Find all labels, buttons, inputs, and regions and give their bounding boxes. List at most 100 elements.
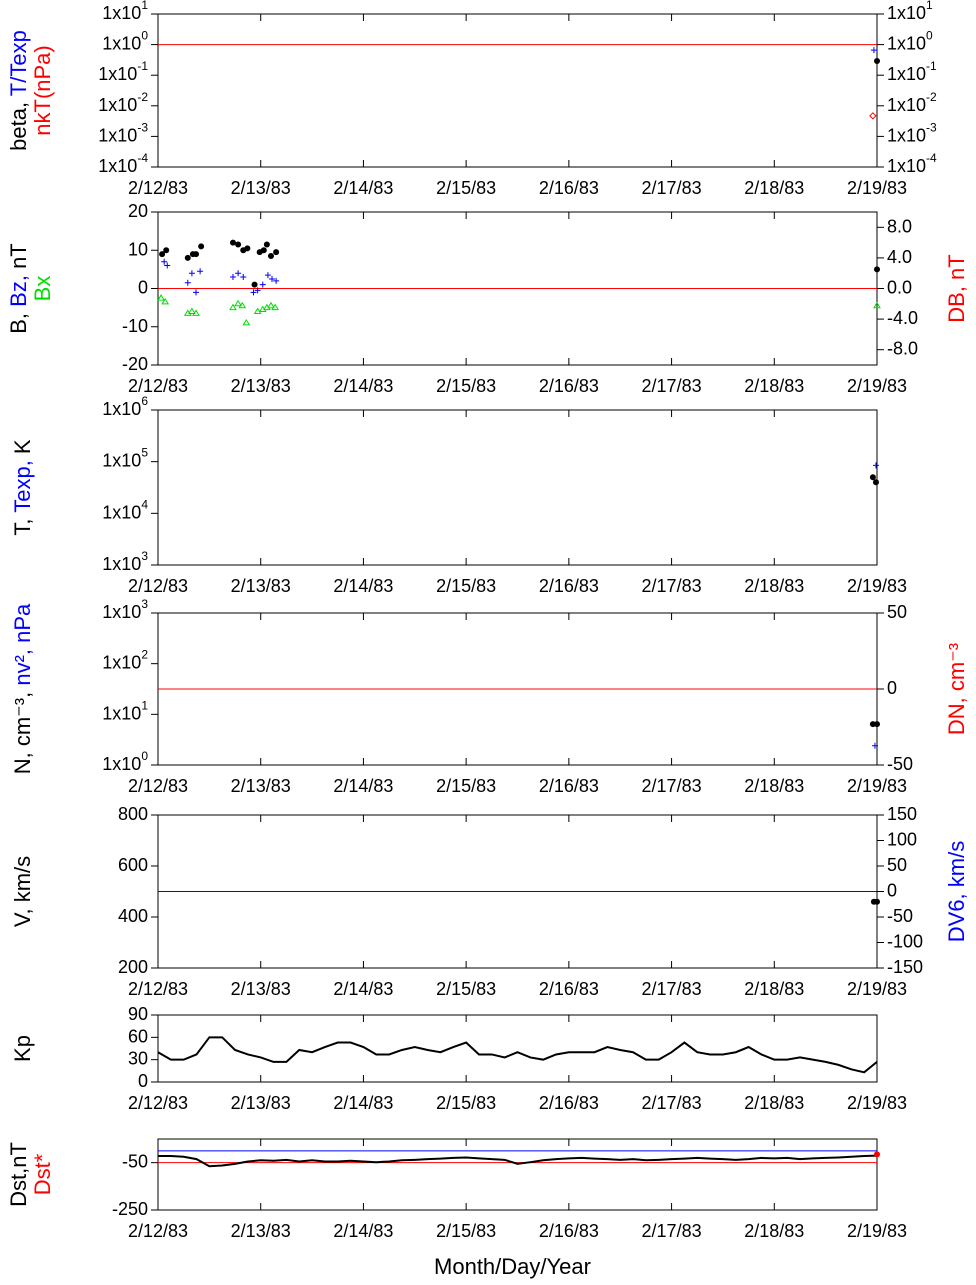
x-tick-label: 2/19/83	[847, 1093, 907, 1113]
axis-title-part: B,	[6, 307, 31, 334]
axis-title-part: K	[10, 439, 35, 460]
tick-label-base: 1x10	[98, 95, 137, 115]
tick-label-base: 800	[118, 804, 148, 824]
x-tick-label: 2/15/83	[436, 576, 496, 596]
point	[259, 281, 266, 288]
tick-label-base: 0	[887, 678, 897, 698]
y-tick-label: 1x10-4	[887, 151, 937, 176]
point	[267, 252, 274, 259]
axis-title-part: DB, nT	[944, 254, 969, 322]
y-tick-label: -100	[887, 931, 923, 951]
tick-label-base: 1x10	[102, 652, 141, 672]
x-tick-label: 2/17/83	[642, 776, 702, 796]
point	[184, 279, 191, 286]
y-tick-label: 800	[118, 804, 148, 824]
y-tick-label: 1x10-4	[98, 151, 148, 176]
point	[269, 275, 276, 282]
tick-label-power: 5	[141, 446, 148, 460]
x-tick-label: 2/16/83	[539, 979, 599, 999]
x-axis-title: Month/Day/Year	[434, 1254, 591, 1279]
y-tick-label: -4.0	[887, 308, 918, 328]
y-tick-label: 1x101	[102, 699, 148, 724]
tick-label-base: -150	[887, 957, 923, 977]
y-tick-label: 60	[128, 1026, 148, 1046]
point	[869, 112, 877, 120]
point	[264, 272, 271, 279]
tick-label-base: 1x10	[887, 125, 926, 145]
tick-label-power: 3	[141, 549, 148, 563]
x-tick-label: 2/18/83	[744, 979, 804, 999]
y-tick-label: 1x10-1	[887, 59, 937, 84]
tick-label-base: 30	[128, 1048, 148, 1068]
axis-title: Dst,nT	[6, 1142, 31, 1207]
y-tick-label: 0	[887, 880, 897, 900]
axis-title-part: nkT(nPa)	[30, 45, 55, 135]
y-tick-label: -150	[887, 957, 923, 977]
tick-label-base: 1x10	[102, 554, 141, 574]
x-tick-label: 2/14/83	[333, 776, 393, 796]
x-tick-label: 2/14/83	[333, 1093, 393, 1113]
point	[871, 742, 878, 749]
point	[874, 721, 880, 728]
point	[229, 303, 237, 311]
x-tick-label: 2/14/83	[333, 979, 393, 999]
point	[197, 268, 204, 275]
x-tick-label: 2/19/83	[847, 376, 907, 396]
y-tick-label: 1x10-3	[887, 121, 937, 146]
point	[193, 289, 200, 296]
tick-label-base: -20	[122, 354, 148, 374]
x-tick-label: 2/17/83	[642, 576, 702, 596]
y-tick-label: 1x100	[887, 29, 933, 54]
axis-title: N, cm⁻³, nv², nPa	[10, 603, 35, 774]
tick-label-base: 150	[887, 804, 917, 824]
x-tick-label: 2/16/83	[539, 376, 599, 396]
tick-label-base: -50	[887, 906, 913, 926]
axis-title: Bx	[30, 276, 55, 302]
y-tick-label: 1x102	[102, 648, 148, 673]
tick-label-power: -2	[137, 90, 148, 104]
y-tick-label: 400	[118, 906, 148, 926]
x-tick-label: 2/12/83	[128, 576, 188, 596]
y-tick-label: 1x10-1	[98, 59, 148, 84]
tick-label-base: 1x10	[102, 3, 141, 23]
x-tick-label: 2/14/83	[333, 376, 393, 396]
x-tick-label: 2/15/83	[436, 979, 496, 999]
tick-label-base: -50	[887, 754, 913, 774]
y-tick-label: 0	[887, 678, 897, 698]
y-tick-label: 50	[887, 855, 907, 875]
point	[253, 307, 262, 314]
tick-label-base: 1x10	[887, 33, 926, 53]
axis-title-part: Bx	[30, 276, 55, 302]
y-tick-label: 1x10-2	[98, 90, 148, 115]
tick-label-base: 90	[128, 1004, 148, 1024]
y-tick-label: 600	[118, 855, 148, 875]
y-tick-label: 1x10-2	[887, 90, 937, 115]
point	[163, 247, 170, 254]
axis-title-part: nT	[6, 243, 31, 275]
y-tick-label: -250	[112, 1199, 148, 1219]
tick-label-base: 8.0	[887, 216, 912, 236]
y-tick-label: 8.0	[887, 216, 912, 236]
x-tick-label: 2/17/83	[642, 178, 702, 198]
point	[260, 247, 267, 254]
x-tick-label: 2/17/83	[642, 1093, 702, 1113]
tick-label-base: 1x10	[102, 502, 141, 522]
tick-label-base: -10	[122, 316, 148, 336]
tick-label-power: -3	[926, 121, 937, 135]
tick-label-base: 1x10	[887, 156, 926, 176]
tick-label-power: 1	[926, 0, 933, 12]
point	[869, 474, 876, 481]
point	[238, 301, 247, 309]
x-tick-label: 2/19/83	[847, 776, 907, 796]
x-tick-label: 2/12/83	[128, 979, 188, 999]
axis-title-part: V, km/s	[10, 856, 35, 927]
axis-title: DB, nT	[944, 254, 969, 322]
axis-title-part: Dst,nT	[6, 1142, 31, 1207]
y-tick-label: 50	[887, 602, 907, 622]
point	[273, 249, 280, 256]
tick-label-base: 60	[128, 1026, 148, 1046]
point	[234, 299, 243, 307]
x-tick-label: 2/18/83	[744, 1221, 804, 1241]
point	[161, 297, 170, 305]
tick-label-base: 1x10	[887, 95, 926, 115]
